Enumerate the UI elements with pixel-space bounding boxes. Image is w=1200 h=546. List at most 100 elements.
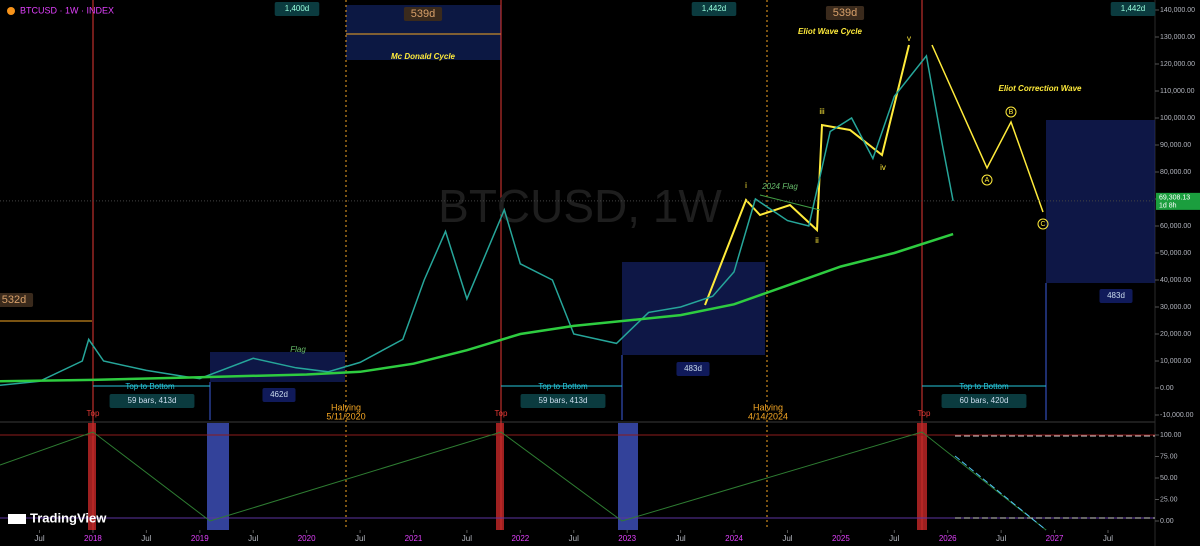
y-tick-label: 140,000.00 xyxy=(1160,7,1195,14)
x-tick-label: 2026 xyxy=(939,534,957,543)
label-box xyxy=(941,394,1027,408)
x-tick-label: Jul xyxy=(34,534,44,543)
label-box xyxy=(262,388,296,402)
annotation: Halving xyxy=(753,402,783,412)
annotation: i xyxy=(745,181,747,190)
y-tick-label: 80,000.00 xyxy=(1160,169,1191,176)
wave-circle xyxy=(1005,106,1017,118)
x-tick-label: 2022 xyxy=(511,534,529,543)
annotation: Flag xyxy=(290,345,306,354)
series-line xyxy=(0,232,954,383)
y-tick-label: 0.00 xyxy=(1160,385,1174,392)
x-tick-label: Jul xyxy=(355,534,365,543)
label-box xyxy=(0,293,34,307)
range-box xyxy=(622,262,765,355)
price-tag-label: 69,308.13 xyxy=(1159,195,1190,202)
x-tick-label: 2027 xyxy=(1046,534,1064,543)
label-box xyxy=(825,6,865,20)
label-box xyxy=(676,362,710,376)
x-tick-label: 2020 xyxy=(298,534,316,543)
y2-tick-label: 100.00 xyxy=(1160,432,1182,439)
label-box xyxy=(1099,289,1133,303)
y2-tick-label: 25.00 xyxy=(1160,496,1178,503)
label-box xyxy=(109,394,195,408)
wave-circle xyxy=(1037,218,1049,230)
x-tick-label: 2019 xyxy=(191,534,209,543)
annotation: 483d xyxy=(1107,291,1125,300)
symbol-title: BTCUSD · 1W · INDEX xyxy=(20,5,114,15)
annotation: iii xyxy=(819,107,825,116)
brand: TradingView xyxy=(30,510,107,525)
countdown: 1d 8h xyxy=(1159,203,1177,210)
label-box xyxy=(691,2,737,16)
x-tick-label: 2021 xyxy=(405,534,423,543)
annotation: 1,400d xyxy=(285,4,309,13)
annotation: iv xyxy=(880,163,886,172)
x-tick-label: Jul xyxy=(889,534,899,543)
series-line xyxy=(0,54,954,387)
annotation: Eliot Wave Cycle xyxy=(798,27,862,36)
label-box xyxy=(1110,2,1156,16)
flag-lines xyxy=(759,194,821,211)
y-tick-label: 100,000.00 xyxy=(1160,115,1195,122)
annotation: Eliot Correction Wave xyxy=(999,84,1083,93)
x-tick-label: Jul xyxy=(248,534,258,543)
label-box xyxy=(520,394,606,408)
x-tick-label: Jul xyxy=(1103,534,1113,543)
y-tick-label: 110,000.00 xyxy=(1160,88,1195,95)
y-tick-label: 90,000.00 xyxy=(1160,142,1191,149)
annotation: 5/11/2020 xyxy=(326,411,365,421)
correction-wave xyxy=(931,44,1044,213)
y-tick-label: 30,000.00 xyxy=(1160,304,1191,311)
annotation: 4/14/2024 xyxy=(748,411,788,421)
annotation: 483d xyxy=(684,364,702,373)
annotation: Mc Donald Cycle xyxy=(391,52,456,61)
halving-lines xyxy=(345,0,768,530)
annotation: 59 bars, 413d xyxy=(539,396,588,405)
wave-circle xyxy=(981,174,993,186)
y2-tick-label: 75.00 xyxy=(1160,453,1178,460)
y2-tick-label: 50.00 xyxy=(1160,475,1178,482)
label-box xyxy=(403,7,443,21)
annotation: Top xyxy=(918,409,931,418)
annotation: Top xyxy=(495,409,508,418)
x-tick-label: Jul xyxy=(462,534,472,543)
annotation: B xyxy=(1009,109,1014,116)
annotation: 1,442d xyxy=(1121,4,1145,13)
x-tick-label: Jul xyxy=(569,534,579,543)
elliott-wave xyxy=(704,44,910,306)
brand-logo xyxy=(8,514,26,524)
y-tick-label: 50,000.00 xyxy=(1160,250,1191,257)
annotation: Top xyxy=(87,409,100,418)
y-tick-label: -10,000.00 xyxy=(1160,412,1194,419)
x-tick-label: 2023 xyxy=(618,534,636,543)
x-tick-label: 2024 xyxy=(725,534,743,543)
annotation: Halving xyxy=(331,402,361,412)
btc-icon xyxy=(7,7,15,15)
y2-tick-label: 0.00 xyxy=(1160,518,1174,525)
y-tick-label: 120,000.00 xyxy=(1160,61,1195,68)
oscillator xyxy=(0,423,1155,531)
annotation: Top to Bottom xyxy=(959,382,1009,391)
annotation: 60 bars, 420d xyxy=(960,396,1009,405)
x-tick-label: 2025 xyxy=(832,534,850,543)
x-tick-label: Jul xyxy=(782,534,792,543)
annotation: 2024 Flag xyxy=(761,182,798,191)
annotation: A xyxy=(985,177,990,184)
annotation: v xyxy=(907,34,911,43)
annotation: 1,442d xyxy=(702,4,726,13)
annotation: ii xyxy=(815,236,819,245)
y-tick-label: 40,000.00 xyxy=(1160,277,1191,284)
annotation: 539d xyxy=(411,8,435,20)
annotation: 532d xyxy=(2,294,26,306)
x-tick-label: Jul xyxy=(141,534,151,543)
range-box xyxy=(1046,120,1155,283)
annotation: 59 bars, 413d xyxy=(128,396,177,405)
annotation: C xyxy=(1040,221,1045,228)
annotation: 539d xyxy=(833,7,857,19)
range-lines xyxy=(209,283,1047,420)
x-tick-label: 2018 xyxy=(84,534,102,543)
